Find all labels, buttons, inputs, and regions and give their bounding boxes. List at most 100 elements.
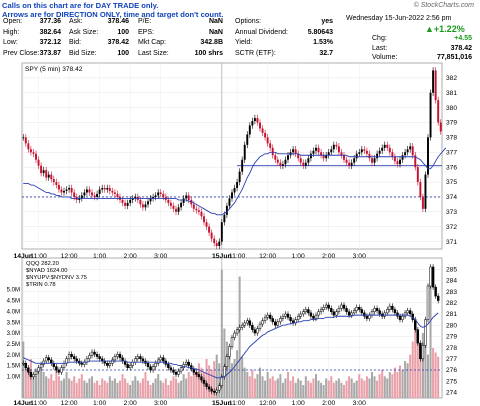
qqq-candle-body	[24, 363, 28, 369]
price-candle-body	[73, 192, 76, 197]
qqq-candle-body	[212, 391, 216, 393]
qqq-candle-body	[174, 371, 178, 375]
volume-bar	[307, 380, 310, 398]
price-ytick-label: 372	[446, 224, 457, 231]
price-candle-body	[401, 155, 404, 160]
price-ytick-label: 376	[446, 164, 457, 171]
price-candle-body	[203, 216, 205, 223]
volume-bar	[50, 374, 53, 398]
price-candle-body	[350, 162, 353, 166]
quote-row: Last: 378.42	[372, 44, 472, 54]
price-candle-body	[177, 207, 180, 212]
x-tick-label: 11:00	[30, 253, 47, 260]
qqq-candle-body	[90, 351, 94, 356]
qqq-candle-body	[317, 311, 320, 316]
price-candle-body	[35, 153, 37, 160]
volume-bar	[116, 382, 119, 398]
qqq-candle-body	[75, 358, 78, 362]
x-tick-label: 2:00	[124, 400, 137, 406]
qqq-candle-body	[263, 317, 267, 321]
price-ytick-label: 377	[446, 149, 457, 156]
price-candle-body	[121, 199, 124, 203]
qqq-candle-body	[416, 329, 420, 344]
price-candle-body	[388, 147, 391, 153]
qqq-candle-body	[419, 342, 422, 360]
price-candle-body	[302, 162, 305, 166]
x-tick-label: 11:00	[229, 253, 246, 260]
qqq-candle-body	[29, 371, 33, 377]
qqq-candle-body	[386, 309, 389, 314]
qqq-candle-body	[378, 310, 381, 315]
qqq-candle-body	[67, 354, 71, 360]
price-candle-body	[271, 147, 274, 156]
price-moving-average	[23, 147, 447, 216]
qqq-candle-body	[47, 357, 50, 361]
qqq-ytick-label: 285	[446, 266, 457, 273]
price-candle-body	[101, 187, 104, 190]
volume-bar	[228, 356, 231, 398]
price-panel-title: SPY (5 min) 378.42	[25, 66, 83, 73]
volume-bar	[365, 376, 368, 398]
volume-bar	[205, 358, 208, 398]
volume-bar	[314, 374, 318, 398]
price-candle-body	[396, 161, 399, 165]
qqq-candle-body	[218, 385, 221, 391]
volume-bar	[256, 374, 259, 398]
volume-bar	[348, 376, 351, 398]
price-candle-body	[276, 159, 279, 163]
volume-bar	[350, 378, 353, 398]
volume-bar	[42, 371, 45, 398]
qqq-ytick-label: 280	[446, 322, 457, 329]
quote-row: Annual Dividend: 5.80643	[235, 28, 333, 39]
qqq-candle-body	[258, 323, 262, 329]
price-candle-body	[315, 147, 317, 151]
arrow-up-icon: ▲	[425, 24, 434, 34]
x-tick-label: 1:00	[292, 400, 305, 406]
quote-row: Prev Close: 373.87	[3, 49, 61, 60]
qqq-candle-body	[240, 324, 244, 328]
price-candle-body	[368, 153, 371, 159]
quote-row: Last Size: 100 shrs	[138, 49, 223, 60]
price-candle-body	[365, 150, 368, 154]
volume-bar	[73, 376, 76, 398]
price-candle-body	[134, 196, 137, 199]
volume-bar	[286, 371, 290, 398]
volume-bar	[180, 380, 183, 398]
volume-bar	[144, 371, 147, 398]
x-tick-label: 14Jun	[13, 400, 33, 406]
qqq-candle-body	[80, 363, 84, 365]
volume-bar	[360, 378, 363, 398]
quote-row: Mkt Cap: 342.8B	[138, 38, 223, 49]
quote-label: Options:	[235, 18, 262, 25]
price-candle-body	[37, 159, 40, 166]
price-candle-body	[279, 162, 282, 166]
volume-bar	[218, 363, 221, 398]
volume-bar	[223, 328, 226, 398]
volume-bar	[32, 374, 35, 398]
volume-bar	[416, 337, 419, 398]
qqq-candle-body	[225, 356, 229, 367]
qqq-candle-body	[108, 363, 112, 366]
price-candle-body	[330, 149, 333, 153]
price-candle-body	[332, 144, 335, 150]
qqq-candle-body	[93, 351, 96, 355]
volume-bar	[62, 378, 66, 398]
quote-row: EPS: NaN	[138, 28, 223, 39]
qqq-candle-body	[246, 320, 249, 324]
qqq-candle-body	[436, 295, 440, 301]
quote-label: EPS:	[138, 28, 154, 36]
qqq-candle-body	[184, 361, 188, 365]
price-candle-body	[154, 195, 157, 197]
volume-bar	[141, 378, 144, 398]
qqq-candle-body	[243, 322, 246, 326]
volume-bar	[65, 371, 68, 398]
quote-col-ask: Ask: 378.46 Ask Size: 100 Bid: 378.42 Bid Size…	[69, 17, 129, 61]
volume-bar	[261, 376, 264, 398]
price-candle-body	[42, 170, 45, 174]
volume-bar	[68, 378, 71, 398]
qqq-candle-body	[271, 318, 274, 323]
qqq-candle-body	[350, 312, 353, 316]
volume-bar	[437, 356, 440, 398]
quote-row: Bid: 378.42	[69, 38, 129, 49]
volume-bar	[37, 369, 40, 398]
